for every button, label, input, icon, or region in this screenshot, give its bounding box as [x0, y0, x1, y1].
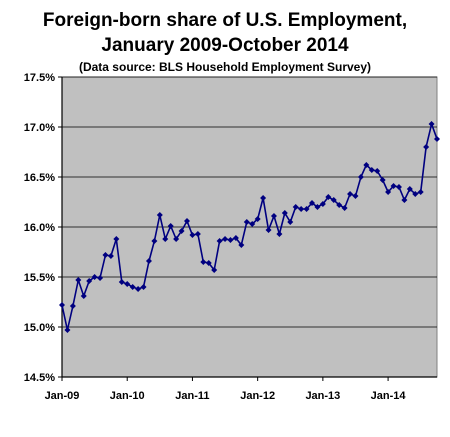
data-point	[292, 204, 299, 210]
x-tick-label: Jan-14	[371, 390, 407, 402]
data-point	[222, 236, 229, 242]
data-point	[151, 238, 158, 244]
data-point	[178, 228, 185, 234]
data-point	[368, 167, 375, 173]
data-point	[64, 327, 71, 333]
x-tick-label: Jan-11	[175, 390, 209, 402]
data-point	[162, 236, 169, 242]
data-point	[406, 186, 413, 192]
data-point	[347, 191, 354, 197]
data-point	[336, 202, 343, 208]
data-point	[374, 168, 381, 174]
data-point	[80, 293, 87, 299]
data-point	[281, 210, 288, 216]
data-point	[227, 237, 234, 243]
x-tick-label: Jan-09	[45, 390, 80, 402]
data-point	[341, 205, 348, 211]
data-point	[401, 197, 408, 203]
data-point	[194, 231, 201, 237]
data-point	[232, 235, 239, 241]
data-point	[270, 213, 277, 219]
data-point	[254, 216, 261, 222]
data-point	[102, 252, 109, 258]
data-point	[189, 232, 196, 238]
data-point	[145, 258, 152, 264]
data-point	[156, 212, 163, 218]
y-tick-label: 16.5%	[24, 172, 55, 184]
x-axis-ticks: Jan-09 Jan-10 Jan-11 Jan-12 Jan-13 Jan-14	[45, 377, 407, 402]
data-point	[211, 267, 218, 273]
data-point	[216, 238, 223, 244]
x-tick-label: Jan-10	[110, 390, 145, 402]
y-tick-label: 15.0%	[24, 322, 55, 334]
data-point	[205, 260, 212, 266]
data-point	[428, 121, 435, 127]
data-point	[363, 162, 370, 168]
data-point	[140, 284, 147, 290]
chart-title-line2: January 2009-October 2014	[101, 35, 349, 56]
data-point	[390, 183, 397, 189]
data-point	[249, 221, 256, 227]
data-point	[107, 253, 114, 259]
data-point	[238, 242, 245, 248]
data-point	[167, 223, 174, 229]
x-tick-label: Jan-12	[240, 390, 275, 402]
data-point	[330, 197, 337, 203]
data-point	[243, 219, 250, 225]
y-tick-label: 15.5%	[24, 272, 55, 284]
y-tick-label: 17.0%	[24, 122, 55, 134]
data-point	[75, 277, 82, 283]
data-point	[124, 281, 131, 287]
data-point	[260, 195, 267, 201]
data-point	[113, 236, 120, 242]
data-point	[184, 218, 190, 224]
data-point	[379, 177, 386, 183]
data-point	[352, 193, 359, 199]
y-axis-ticks: 14.5% 15.0% 15.5% 16.0% 16.5% 17.0% 17.5%	[24, 72, 62, 384]
data-point	[298, 206, 305, 212]
x-tick-label: Jan-13	[305, 390, 340, 402]
data-point	[287, 219, 294, 225]
data-point	[200, 259, 207, 265]
data-point	[173, 236, 180, 242]
data-point	[91, 274, 98, 280]
data-point	[265, 227, 272, 233]
data-point	[97, 275, 104, 281]
data-point	[69, 303, 76, 309]
data-point	[319, 201, 326, 207]
data-point	[417, 189, 424, 195]
data-point	[303, 206, 310, 212]
data-point	[395, 184, 402, 190]
data-point	[129, 284, 136, 290]
y-tick-label: 16.0%	[24, 222, 55, 234]
data-point	[385, 189, 392, 195]
data-point	[135, 286, 142, 292]
data-point	[434, 136, 440, 142]
series-line	[61, 121, 438, 331]
data-point	[412, 191, 419, 197]
data-point	[325, 194, 332, 200]
y-tick-label: 14.5%	[24, 372, 55, 384]
y-tick-label: 17.5%	[24, 72, 55, 84]
data-point	[86, 278, 93, 284]
data-point	[357, 174, 364, 180]
data-point	[118, 279, 125, 285]
data-point	[309, 200, 315, 206]
data-point	[314, 204, 321, 210]
data-point	[276, 231, 283, 237]
data-point	[59, 302, 65, 308]
chart-subtitle: (Data source: BLS Household Employment S…	[78, 60, 372, 74]
chart-title-line1: Foreign-born share of U.S. Employment,	[42, 10, 408, 31]
data-point	[423, 144, 430, 150]
series-markers	[59, 121, 440, 333]
